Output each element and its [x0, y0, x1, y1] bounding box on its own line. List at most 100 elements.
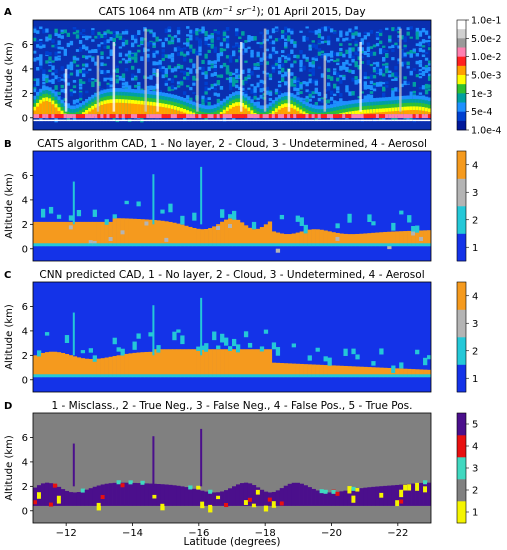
cad-surface-cloud — [184, 243, 189, 247]
cad-aerosol-cell — [423, 369, 428, 375]
cad-surface-cloud — [407, 243, 412, 247]
atb-cell — [415, 53, 420, 57]
cad-surface-cloud — [216, 243, 221, 247]
atb-cell — [351, 29, 355, 33]
atb-layer — [265, 111, 270, 115]
cad-cloud-cell — [263, 329, 269, 334]
atb-cell — [397, 38, 401, 43]
atb-cell — [287, 57, 291, 61]
atb-cell — [323, 53, 328, 56]
cmp-true-pos-cell — [243, 482, 249, 506]
atb-cell — [146, 48, 150, 52]
atb-layer — [320, 112, 325, 115]
atb-ground — [33, 119, 37, 122]
atb-cell — [85, 35, 89, 40]
atb-cell — [81, 81, 86, 84]
cmp-misclass-cell — [243, 500, 249, 505]
atb-cell — [403, 61, 407, 65]
colorbar-swatch — [457, 65, 466, 76]
atb-ground — [167, 119, 172, 122]
cmp-true-pos-cell — [287, 483, 292, 506]
cad-aerosol-cell — [132, 352, 137, 375]
cad-surface-cloud — [48, 243, 54, 247]
atb-cell — [164, 83, 169, 86]
cad-surface-cloud — [415, 243, 420, 247]
cad-cloud-cell — [120, 348, 125, 356]
atb-cell — [130, 53, 135, 58]
atb-cell — [241, 32, 245, 36]
cmp-true-pos-cell — [128, 482, 133, 506]
cmp-true-pos-cell — [371, 486, 376, 506]
atb-ground — [421, 119, 426, 122]
atb-cell — [351, 55, 355, 60]
atb-cell — [290, 39, 294, 44]
cmp-true-pos-cell — [180, 486, 185, 506]
atb-ground — [397, 119, 401, 122]
atb-cell — [216, 36, 221, 41]
atb-cell — [348, 47, 352, 51]
cad-cloud-cell — [136, 333, 141, 339]
atb-ground — [176, 119, 181, 122]
atb-cell — [302, 37, 306, 42]
cad-aerosol-cell — [355, 233, 360, 244]
cad-aerosol-cell — [160, 349, 165, 375]
atb-cell — [170, 78, 175, 84]
cad-cloud-cell — [76, 209, 82, 217]
atb-layer — [94, 107, 98, 115]
atb-surface — [179, 114, 184, 119]
atb-cell — [121, 85, 126, 88]
panel-b-frame — [32, 150, 432, 262]
atb-surface — [271, 114, 276, 119]
atb-surface — [42, 114, 46, 119]
atb-cell — [320, 26, 325, 30]
cad-surface-cloud — [104, 374, 109, 378]
atb-ground — [134, 119, 138, 122]
atb-cell — [183, 70, 187, 75]
cad-aerosol-cell — [323, 365, 328, 375]
cmp-true-pos-cell — [339, 491, 344, 506]
atb-cell — [403, 36, 407, 41]
cmp-true-pos-cell — [188, 487, 193, 506]
atb-layer — [302, 107, 306, 115]
atb-cell — [238, 49, 242, 53]
atb-cell — [207, 43, 211, 47]
atb-cell — [39, 42, 43, 46]
atb-layer — [195, 110, 199, 115]
atb-ground — [198, 119, 202, 122]
atb-cell — [336, 58, 340, 62]
cad-aerosol-cell — [299, 363, 304, 375]
atb-ground — [424, 119, 429, 122]
atb-cell — [149, 41, 153, 45]
cmp-misclass-cell — [403, 484, 408, 491]
atb-ground — [302, 119, 306, 122]
atb-cell — [305, 59, 309, 62]
atb-layer — [48, 101, 52, 115]
cmp-true-pos-cell — [327, 492, 332, 506]
atb-ground — [238, 119, 242, 122]
atb-surface — [106, 114, 110, 119]
cad-surface-cloud — [267, 374, 273, 378]
atb-cell — [213, 66, 217, 71]
atb-ground — [369, 119, 374, 122]
atb-cell — [406, 31, 410, 36]
cmp-true-pos-cell — [120, 482, 125, 506]
atb-ground — [189, 119, 193, 122]
atb-cell — [308, 44, 312, 48]
atb-cell — [183, 91, 187, 95]
atb-cell — [75, 34, 80, 39]
atb-cell — [375, 68, 380, 74]
atb-surface — [391, 114, 395, 119]
cad-aerosol-cell — [228, 218, 233, 244]
cad-aerosol-cell — [76, 357, 82, 375]
atb-cell — [403, 52, 407, 57]
panel-d-plot-area — [33, 413, 431, 523]
atb-cell — [198, 31, 202, 35]
atb-ground — [60, 119, 64, 122]
atb-cell — [308, 90, 312, 96]
atb-surface — [228, 114, 233, 119]
cad-surface-cloud — [140, 243, 145, 247]
atb-ground — [314, 119, 319, 122]
atb-cell — [345, 59, 349, 65]
atb-cell — [189, 87, 193, 91]
